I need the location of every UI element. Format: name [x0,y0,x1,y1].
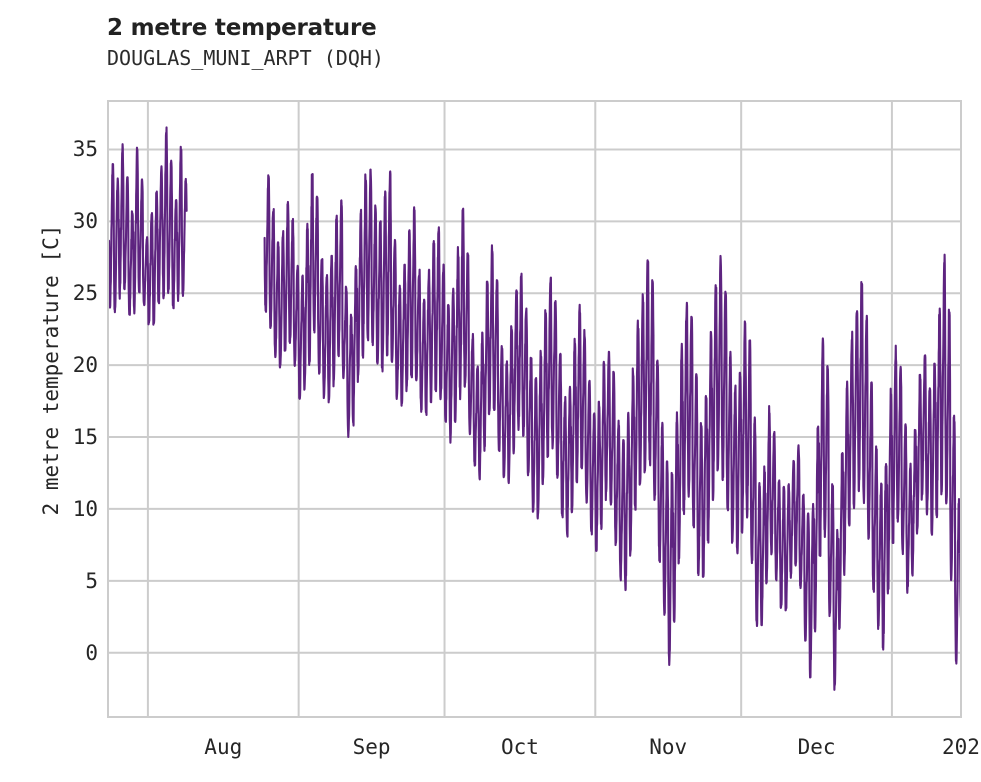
temperature-series-plot [109,102,960,716]
station-subtitle: DOUGLAS_MUNI_ARPT (DQH) [107,46,384,70]
y-tick-label: 30 [72,209,98,234]
page-title: 2 metre temperature [107,15,377,41]
y-tick-label: 15 [72,425,98,450]
y-tick-label: 5 [85,568,98,593]
temperature-series [109,126,960,691]
y-tick-label: 20 [72,353,98,378]
y-axis-tick-labels: 0 5 10 15 20 25 30 35 [32,0,98,782]
x-tick-label: 2026 [941,735,981,759]
x-tick-label: Sep [352,735,391,759]
x-tick-label: Aug [204,735,243,759]
x-tick-label: Dec [797,735,836,759]
y-tick-label: 25 [72,281,98,306]
plot-area [107,100,962,718]
y-tick-label: 0 [85,640,98,665]
x-tick-label: Oct [500,735,539,759]
temperature-line [109,126,960,691]
gridlines [109,102,960,716]
title-block: 2 metre temperature DOUGLAS_MUNI_ARPT (D… [107,14,967,71]
x-tick-label: Nov [649,735,688,759]
y-tick-label: 10 [72,496,98,521]
y-tick-label: 35 [72,137,98,162]
